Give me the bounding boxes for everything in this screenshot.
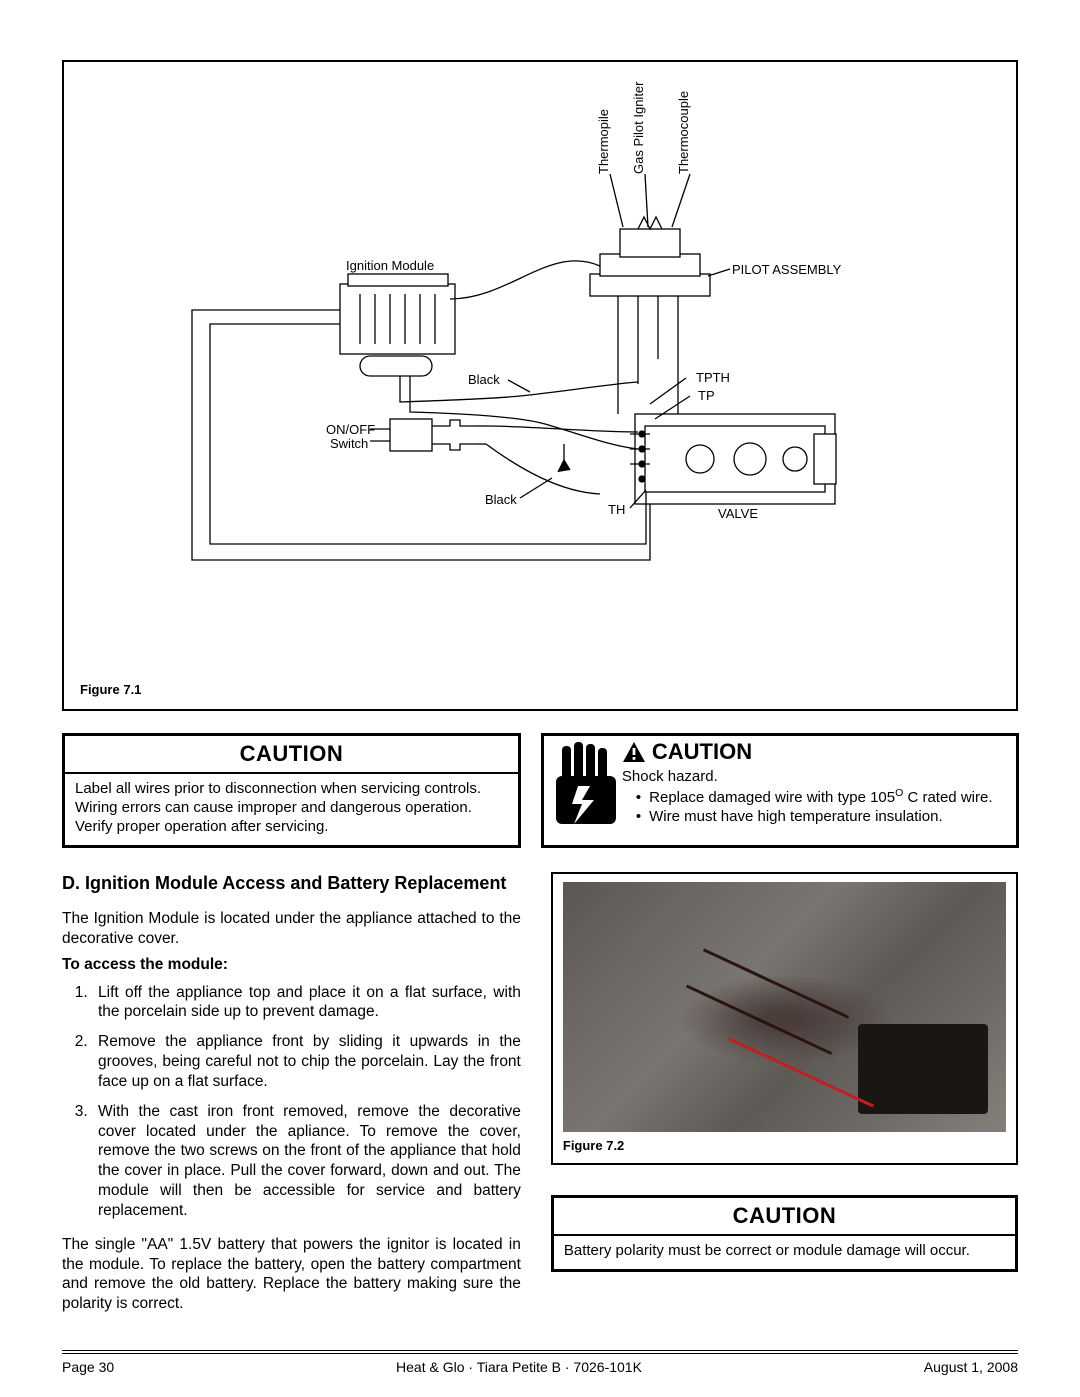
caution-2-bullet-2: Wire must have high temperature insulati… <box>636 808 1008 827</box>
access-label: To access the module: <box>62 955 521 975</box>
wiring-diagram: Thermopile Gas Pilot Igniter Thermocoupl… <box>80 74 1000 674</box>
caution-box-2: CAUTION Shock hazard. Replace damaged wi… <box>541 733 1019 848</box>
label-thermopile: Thermopile <box>596 109 611 174</box>
caution-2-shock: Shock hazard. <box>622 768 1008 787</box>
label-switch: Switch <box>330 436 368 451</box>
label-gas-pilot-igniter: Gas Pilot Igniter <box>631 81 646 174</box>
label-ignition-module: Ignition Module <box>346 258 434 273</box>
warning-triangle-icon <box>622 741 646 763</box>
battery-paragraph: The single "AA" 1.5V battery that powers… <box>62 1235 521 1314</box>
footer-date: August 1, 2008 <box>924 1358 1018 1376</box>
footer-center: Heat & Glo · Tiara Petite B · 7026-101K <box>396 1358 642 1376</box>
caution-2-bullet-1: Replace damaged wire with type 105O C ra… <box>636 787 1008 808</box>
figure-7-2-caption: Figure 7.2 <box>563 1138 1006 1155</box>
label-tpth: TPTH <box>696 370 730 385</box>
step-1: Lift off the appliance top and place it … <box>92 983 521 1023</box>
section-d-intro: The Ignition Module is located under the… <box>62 910 521 947</box>
figure-7-1-caption: Figure 7.1 <box>80 682 1000 699</box>
figure-7-1-box: Thermopile Gas Pilot Igniter Thermocoupl… <box>62 60 1018 711</box>
label-black-1: Black <box>468 372 500 387</box>
caution-box-3: CAUTION Battery polarity must be correct… <box>551 1195 1018 1272</box>
figure-7-2-photo <box>563 882 1006 1132</box>
caution-3-title: CAUTION <box>554 1198 1015 1237</box>
caution-1-title: CAUTION <box>65 736 518 775</box>
section-d-heading: D. Ignition Module Access and Battery Re… <box>84 872 521 895</box>
figure-7-2-box: Figure 7.2 <box>551 872 1018 1165</box>
label-onoff: ON/OFF <box>326 422 375 437</box>
step-3: With the cast iron front removed, remove… <box>92 1102 521 1221</box>
caution-1-body: Label all wires prior to disconnection w… <box>65 774 518 844</box>
footer-page: Page 30 <box>62 1358 114 1376</box>
page-footer: Page 30 Heat & Glo · Tiara Petite B · 70… <box>62 1350 1018 1376</box>
label-black-2: Black <box>485 492 517 507</box>
caution-box-1: CAUTION Label all wires prior to disconn… <box>62 733 521 848</box>
caution-2-title: CAUTION <box>652 738 752 767</box>
label-tp: TP <box>698 388 715 403</box>
label-th: TH <box>608 502 625 517</box>
shock-hand-icon <box>550 742 620 828</box>
step-2: Remove the appliance front by sliding it… <box>92 1032 521 1091</box>
label-pilot-assembly: PILOT ASSEMBLY <box>732 262 842 277</box>
caution-3-body: Battery polarity must be correct or modu… <box>554 1236 1015 1269</box>
label-valve: VALVE <box>718 506 758 521</box>
label-thermocouple: Thermocouple <box>676 91 691 174</box>
